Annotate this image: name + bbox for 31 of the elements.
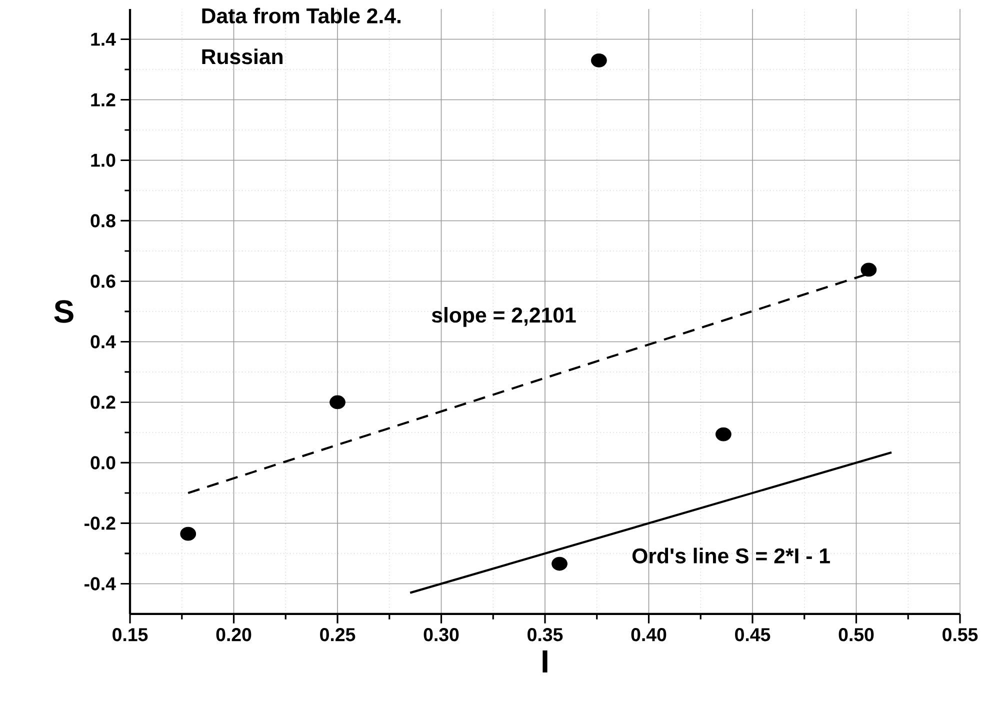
y-tick-label: 0.6 [90,274,116,288]
annotation: Russian [202,48,282,64]
point [860,262,877,277]
y-tick-label: 1.4 [91,32,116,46]
x-tick-label: 0.30 [424,628,459,642]
annotation: Data from Table 2.4. [202,8,400,24]
x-tick-label: 0.20 [216,628,252,642]
y-tick-label: 1.0 [91,154,116,167]
x-tick-label: 0.55 [942,628,978,642]
x-tick-label: 0.40 [631,628,666,642]
y-tick-label: 1.2 [91,93,116,106]
annotation: Ord's line S = 2*I - 1 [632,548,830,564]
x-tick-label: 0.45 [735,628,770,642]
point [591,53,607,68]
y-tick-label: 0.4 [90,335,116,348]
point [180,526,196,541]
y-tick-label: 0.0 [90,456,116,470]
point [552,556,568,571]
point [330,395,346,410]
x-tick-label: 0.25 [320,628,356,642]
y-tick-label: 0.2 [90,396,116,409]
y-tick-label: -0.2 [84,516,116,530]
annotation: slope = 2,2101 [432,306,576,327]
y-tick-label: -0.4 [84,577,116,590]
x-tick-label: 0.50 [838,628,874,642]
x-axis-title: I [542,650,548,672]
y-tick-label: 0.8 [90,214,116,228]
x-tick-label: 0.15 [112,628,148,642]
x-tick-label: 0.35 [528,628,563,642]
y-axis-title: S [54,300,74,323]
point [716,427,732,442]
